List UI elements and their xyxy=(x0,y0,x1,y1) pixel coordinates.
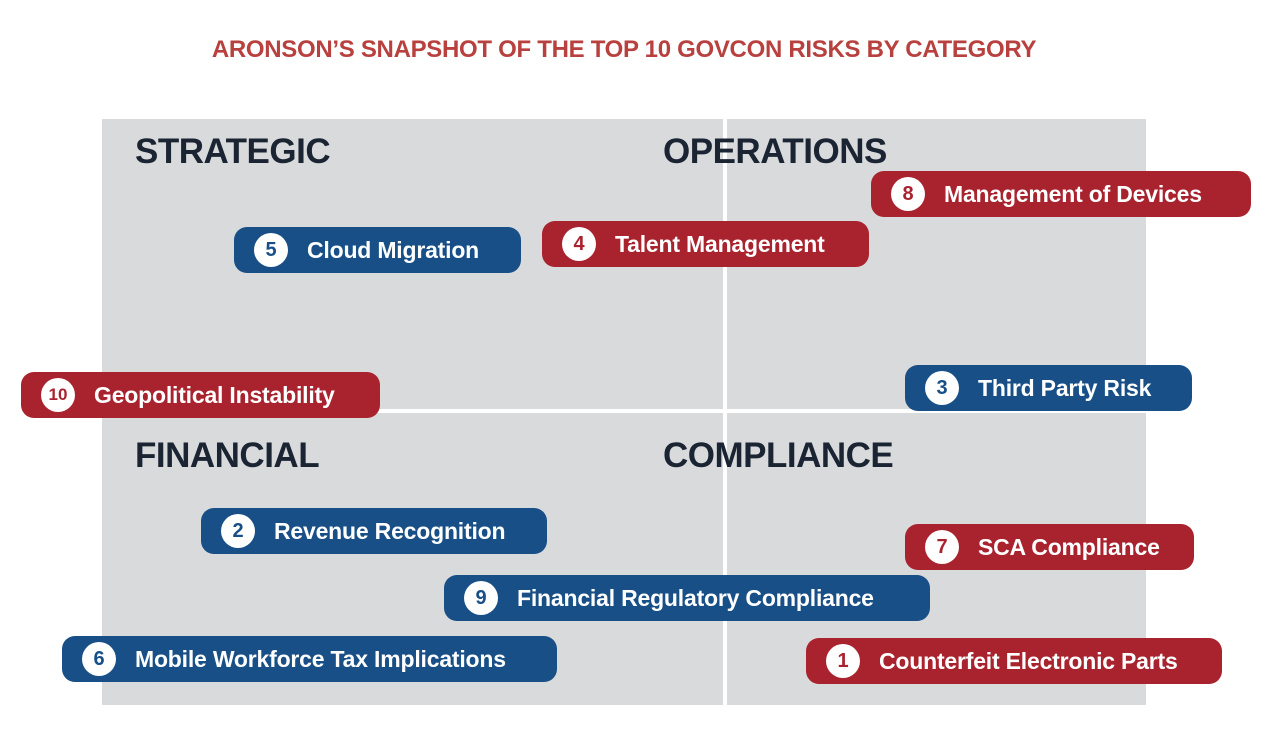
risk-number-badge: 1 xyxy=(826,644,860,678)
quadrant-heading-strategic: STRATEGIC xyxy=(135,132,331,171)
risk-number-badge: 7 xyxy=(925,530,959,564)
risk-label: Counterfeit Electronic Parts xyxy=(879,647,1178,674)
risk-number-badge: 2 xyxy=(221,514,255,548)
quadrant-heading-financial: FINANCIAL xyxy=(135,436,320,475)
horizontal-divider xyxy=(102,409,1146,413)
risk-pill-6: 6 Mobile Workforce Tax Implications xyxy=(62,636,557,682)
risk-label: Talent Management xyxy=(615,230,825,257)
risk-label: Revenue Recognition xyxy=(274,517,506,544)
risk-number-badge: 6 xyxy=(82,642,116,676)
risk-number-badge: 9 xyxy=(464,581,498,615)
risk-pill-9: 9 Financial Regulatory Compliance xyxy=(444,575,930,621)
risk-label: Geopolitical Instability xyxy=(94,381,335,408)
chart-title: ARONSON’S SNAPSHOT OF THE TOP 10 GOVCON … xyxy=(211,36,1037,63)
risk-label: Financial Regulatory Compliance xyxy=(517,584,874,611)
risk-number-badge: 4 xyxy=(562,227,596,261)
risk-pill-5: 5 Cloud Migration xyxy=(234,227,521,273)
risk-label: SCA Compliance xyxy=(978,533,1160,560)
risk-label: Cloud Migration xyxy=(307,236,480,263)
risk-label: Mobile Workforce Tax Implications xyxy=(135,645,506,672)
quadrant-heading-compliance: COMPLIANCE xyxy=(663,436,894,475)
risk-pill-3: 3 Third Party Risk xyxy=(905,365,1192,411)
risk-number-badge: 5 xyxy=(254,233,288,267)
risk-pill-8: 8 Management of Devices xyxy=(871,171,1251,217)
risk-pill-1: 1 Counterfeit Electronic Parts xyxy=(806,638,1222,684)
risk-pill-2: 2 Revenue Recognition xyxy=(201,508,547,554)
risk-number-badge: 10 xyxy=(41,378,75,412)
risk-label: Management of Devices xyxy=(944,180,1202,207)
risk-pill-7: 7 SCA Compliance xyxy=(905,524,1194,570)
quadrant-heading-operations: OPERATIONS xyxy=(663,132,887,171)
risk-label: Third Party Risk xyxy=(978,374,1152,401)
risk-number-badge: 3 xyxy=(925,371,959,405)
risk-number-badge: 8 xyxy=(891,177,925,211)
risk-pill-4: 4 Talent Management xyxy=(542,221,869,267)
risk-pill-10: 10 Geopolitical Instability xyxy=(21,372,380,418)
